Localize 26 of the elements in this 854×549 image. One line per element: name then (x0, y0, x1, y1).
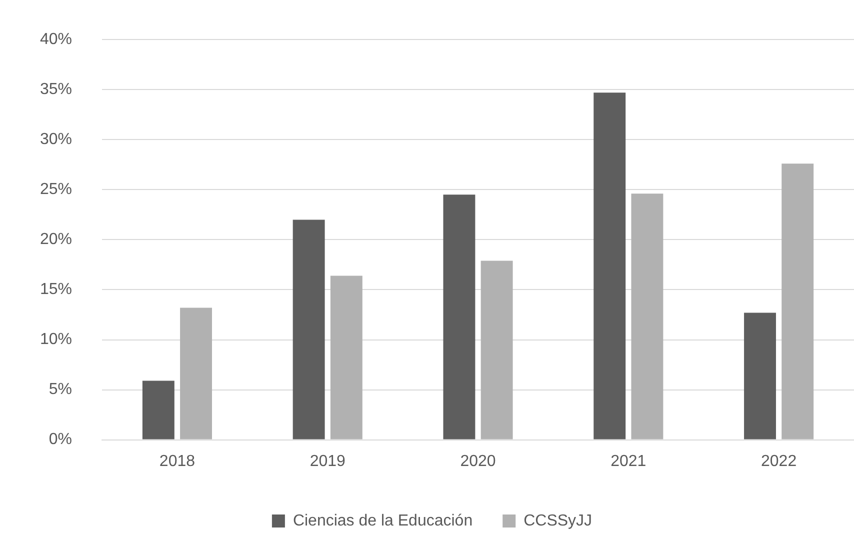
bar (480, 260, 513, 440)
y-tick-label: 25% (40, 181, 72, 198)
x-tick-label: 2021 (610, 452, 646, 470)
bar (330, 276, 362, 440)
bar (443, 194, 476, 440)
y-tick-label: 0% (48, 431, 72, 448)
bar (594, 92, 626, 440)
x-tick-label: 2019 (310, 452, 346, 470)
bar (631, 194, 664, 440)
bar (744, 312, 776, 440)
bar (782, 164, 814, 440)
bar (142, 380, 174, 440)
y-tick-label: 10% (40, 331, 72, 348)
x-tick-label: 2018 (159, 452, 196, 470)
y-tick-label: 35% (40, 81, 72, 98)
y-tick-label: 5% (48, 381, 72, 398)
x-tick-label: 2022 (761, 452, 797, 470)
bar (180, 308, 212, 440)
y-tick-label: 30% (40, 131, 72, 148)
y-tick-label: 40% (40, 31, 72, 48)
y-tick-label: 20% (40, 231, 72, 248)
legend-label: CCSSyJJ (524, 512, 592, 530)
bar (292, 220, 325, 440)
y-tick-label: 15% (40, 281, 72, 298)
legend-label: Ciencias de la Educación (292, 512, 473, 530)
x-tick-label: 2020 (460, 452, 496, 470)
